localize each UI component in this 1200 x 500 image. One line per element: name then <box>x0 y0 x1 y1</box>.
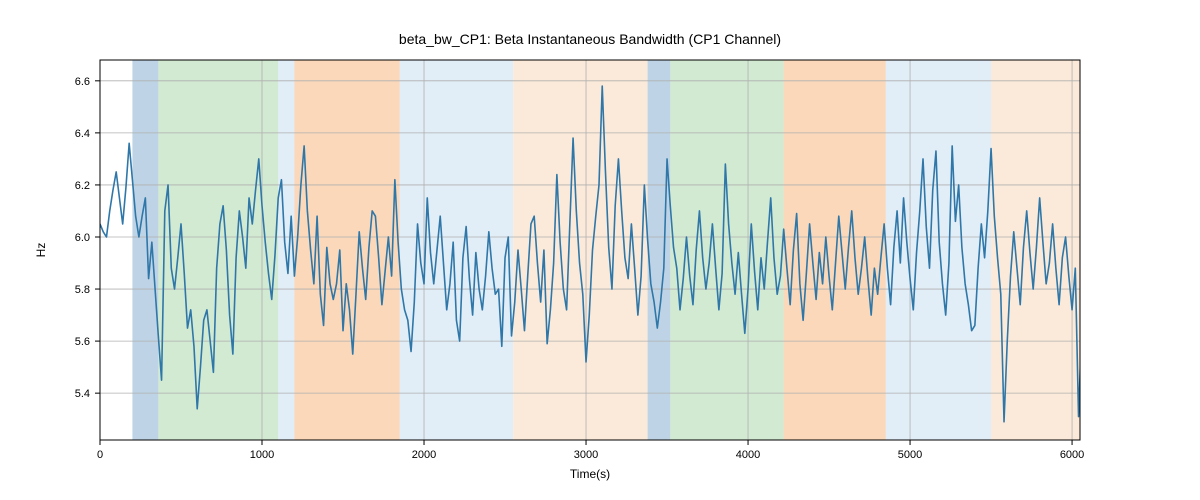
chart-container: 0 1000 2000 3000 4000 5000 6000 5.4 5.6 5.8 6.0 6.2… <box>0 0 1200 500</box>
xtick-label: 1000 <box>250 449 274 461</box>
xtick-label: 6000 <box>1060 449 1084 461</box>
xtick-label: 2000 <box>412 449 436 461</box>
band-5 <box>513 60 647 440</box>
ytick-label: 5.8 <box>75 284 90 296</box>
xtick-label: 0 <box>97 449 103 461</box>
ytick-label: 6.4 <box>75 128 90 140</box>
ytick-label: 5.6 <box>75 336 90 348</box>
y-axis-label: Hz <box>34 243 48 258</box>
chart-svg: 0 1000 2000 3000 4000 5000 6000 5.4 5.6 5.8 6.0 6.2… <box>0 0 1200 500</box>
band-0 <box>132 60 158 440</box>
xtick-label: 3000 <box>574 449 598 461</box>
band-2 <box>278 60 294 440</box>
x-axis-label: Time(s) <box>570 467 610 481</box>
xtick-label: 4000 <box>736 449 760 461</box>
xtick-label: 5000 <box>898 449 922 461</box>
ytick-label: 5.4 <box>75 388 90 400</box>
ytick-label: 6.2 <box>75 180 90 192</box>
chart-title: beta_bw_CP1: Beta Instantaneous Bandwidt… <box>399 31 781 47</box>
ytick-label: 6.6 <box>75 76 90 88</box>
ytick-label: 6.0 <box>75 232 90 244</box>
band-6 <box>648 60 671 440</box>
